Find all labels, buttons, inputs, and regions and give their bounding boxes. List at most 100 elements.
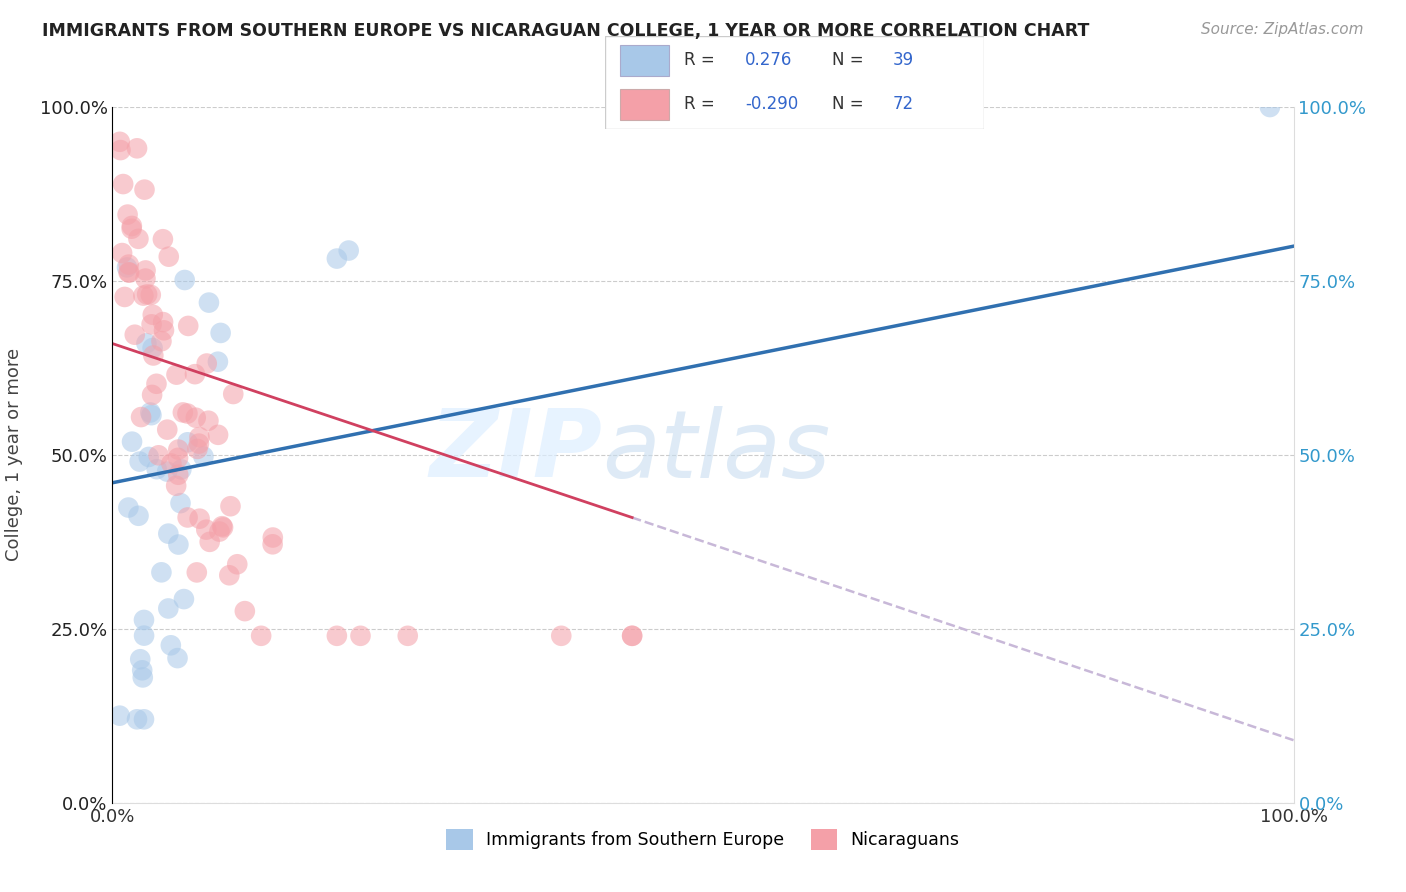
Point (112, 177, 135, 191)
Point (187, 436, 209, 450)
Point (262, 537, 284, 551)
Point (127, 232, 149, 246)
Text: 0.276: 0.276 (745, 52, 793, 70)
Point (176, 407, 198, 421)
Point (108, 135, 131, 149)
FancyBboxPatch shape (605, 36, 984, 129)
Point (349, 629, 371, 643)
Point (157, 250, 180, 264)
Text: 72: 72 (893, 95, 914, 112)
Point (145, 462, 167, 476)
Point (131, 663, 153, 677)
Point (145, 376, 167, 391)
Point (173, 273, 195, 287)
Point (186, 442, 208, 456)
Point (212, 520, 235, 534)
Point (150, 566, 173, 580)
Point (165, 479, 187, 493)
Text: -0.290: -0.290 (745, 95, 799, 112)
Point (125, 141, 148, 155)
Bar (620, 45, 669, 76)
Point (132, 670, 155, 684)
Text: R =: R = (685, 52, 720, 70)
Point (226, 558, 249, 572)
Bar (620, 89, 669, 120)
Point (114, 290, 136, 304)
Point (188, 511, 211, 525)
Point (118, 266, 141, 280)
Point (153, 323, 176, 337)
Point (117, 265, 139, 279)
Point (117, 500, 139, 515)
Point (108, 708, 131, 723)
Point (167, 537, 190, 551)
Point (129, 652, 152, 666)
Point (152, 232, 174, 246)
Legend: Immigrants from Southern Europe, Nicaraguans: Immigrants from Southern Europe, Nicarag… (440, 822, 966, 856)
Point (177, 318, 200, 333)
Point (142, 349, 165, 363)
Point (170, 462, 193, 476)
Point (167, 450, 190, 465)
Point (110, 143, 132, 157)
Point (337, 244, 360, 258)
Point (176, 510, 198, 524)
Point (152, 315, 174, 329)
Point (207, 427, 229, 442)
Point (129, 410, 152, 425)
Point (135, 263, 157, 277)
Point (121, 219, 143, 233)
Point (209, 326, 232, 340)
Point (125, 712, 148, 726)
Point (176, 435, 198, 450)
Point (172, 405, 194, 419)
Point (159, 638, 181, 652)
Point (207, 354, 229, 368)
Point (188, 430, 211, 444)
Point (156, 423, 179, 437)
Point (621, 629, 644, 643)
Text: R =: R = (685, 95, 720, 112)
Point (132, 629, 155, 643)
Point (160, 457, 183, 471)
Text: 39: 39 (893, 52, 914, 70)
Point (262, 531, 284, 545)
Point (211, 519, 233, 533)
Point (156, 465, 179, 479)
Point (121, 434, 143, 449)
Point (157, 526, 180, 541)
Point (141, 408, 163, 422)
Text: N =: N = (832, 95, 869, 112)
Point (139, 288, 162, 302)
Point (692, 100, 714, 114)
Point (184, 410, 207, 425)
Text: N =: N = (832, 52, 869, 70)
Point (135, 336, 157, 351)
Y-axis label: College, 1 year or more: College, 1 year or more (6, 349, 22, 561)
Point (139, 405, 162, 419)
Point (219, 500, 242, 514)
Text: ZIP: ZIP (430, 406, 603, 498)
Point (148, 448, 170, 462)
Point (1258, 100, 1281, 114)
Point (198, 295, 221, 310)
Point (141, 388, 163, 402)
Point (326, 252, 349, 266)
Point (195, 357, 218, 371)
Point (132, 613, 155, 627)
Point (167, 442, 190, 457)
Point (121, 221, 143, 235)
Point (233, 604, 256, 618)
Point (184, 367, 207, 381)
Text: IMMIGRANTS FROM SOUTHERN EUROPE VS NICARAGUAN COLLEGE, 1 YEAR OR MORE CORRELATIO: IMMIGRANTS FROM SOUTHERN EUROPE VS NICAR… (42, 22, 1090, 40)
Point (150, 334, 173, 349)
Point (141, 318, 163, 332)
Point (115, 260, 138, 275)
Point (142, 341, 165, 355)
Point (167, 467, 190, 482)
Point (550, 629, 572, 643)
Point (222, 387, 245, 401)
Point (186, 566, 208, 580)
Point (218, 568, 240, 582)
Point (136, 287, 159, 301)
